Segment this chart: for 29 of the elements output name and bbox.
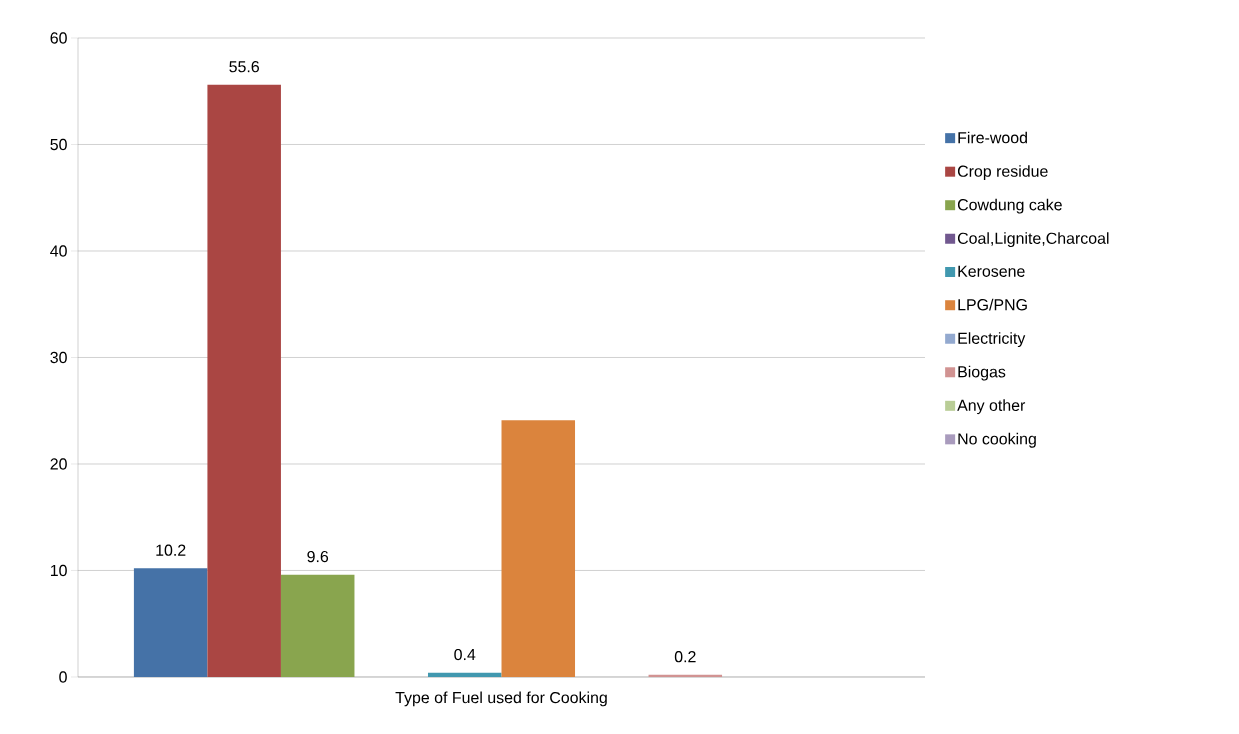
legend-label: Kerosene [958, 265, 1025, 277]
legend-label: Biogas [958, 365, 1006, 381]
legend-label: Cowdung cake [957, 198, 1062, 214]
data-label: 9.6 [307, 550, 329, 563]
bar [207, 84, 281, 677]
bar [501, 420, 576, 677]
data-label: 10.2 [156, 544, 186, 556]
legend-label: Any other [957, 399, 1026, 415]
bar [648, 674, 723, 677]
y-tick-label: 50 [50, 138, 67, 151]
data-label: 55.6 [229, 61, 259, 73]
y-tick-label: 40 [50, 245, 67, 257]
bar [427, 672, 502, 677]
legend-label: LPG/PNG [958, 298, 1027, 311]
legend-label: Crop residue [957, 165, 1048, 181]
y-tick-label: 10 [50, 564, 67, 577]
x-tick-label: Type of Fuel used for Cooking [395, 691, 607, 707]
bar [133, 568, 208, 677]
bar [280, 574, 355, 677]
y-tick-label: 60 [50, 32, 67, 44]
y-tick-label: 0 [59, 671, 67, 683]
y-tick-label: 30 [50, 351, 67, 364]
legend-label: No cooking [958, 432, 1036, 448]
data-label: 0.4 [454, 648, 476, 661]
legend-label: Electricity [958, 332, 1026, 348]
data-label: 0.2 [674, 651, 696, 663]
legend-label: Fire-wood [958, 131, 1027, 144]
y-tick-label: 20 [50, 458, 67, 470]
legend-label: Coal,Lignite,Charcoal [957, 232, 1109, 248]
